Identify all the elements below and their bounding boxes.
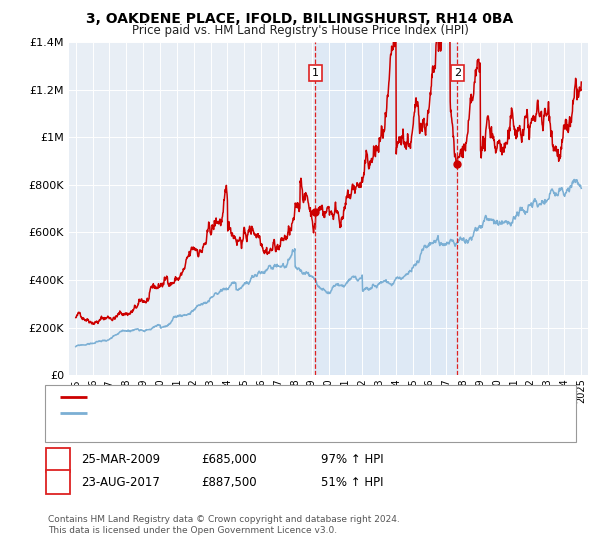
Text: 3, OAKDENE PLACE, IFOLD, BILLINGSHURST, RH14 0BA: 3, OAKDENE PLACE, IFOLD, BILLINGSHURST, … [86, 12, 514, 26]
Text: 3, OAKDENE PLACE, IFOLD, BILLINGSHURST, RH14 0BA (detached house): 3, OAKDENE PLACE, IFOLD, BILLINGSHURST, … [93, 392, 494, 402]
Text: 23-AUG-2017: 23-AUG-2017 [81, 475, 160, 489]
Bar [316, 42, 457, 375]
Text: This data is licensed under the Open Government Licence v3.0.: This data is licensed under the Open Gov… [48, 526, 337, 535]
Text: 51% ↑ HPI: 51% ↑ HPI [321, 475, 383, 489]
Text: HPI: Average price, detached house, Chichester: HPI: Average price, detached house, Chic… [93, 408, 354, 418]
Text: 2: 2 [54, 475, 62, 489]
Text: 1: 1 [312, 68, 319, 78]
Text: Price paid vs. HM Land Registry's House Price Index (HPI): Price paid vs. HM Land Registry's House … [131, 24, 469, 36]
Text: 1: 1 [54, 453, 62, 466]
Text: 2: 2 [454, 68, 461, 78]
Text: 97% ↑ HPI: 97% ↑ HPI [321, 453, 383, 466]
Text: £887,500: £887,500 [201, 475, 257, 489]
Text: Contains HM Land Registry data © Crown copyright and database right 2024.: Contains HM Land Registry data © Crown c… [48, 515, 400, 524]
Text: 25-MAR-2009: 25-MAR-2009 [81, 453, 160, 466]
Text: £685,000: £685,000 [201, 453, 257, 466]
